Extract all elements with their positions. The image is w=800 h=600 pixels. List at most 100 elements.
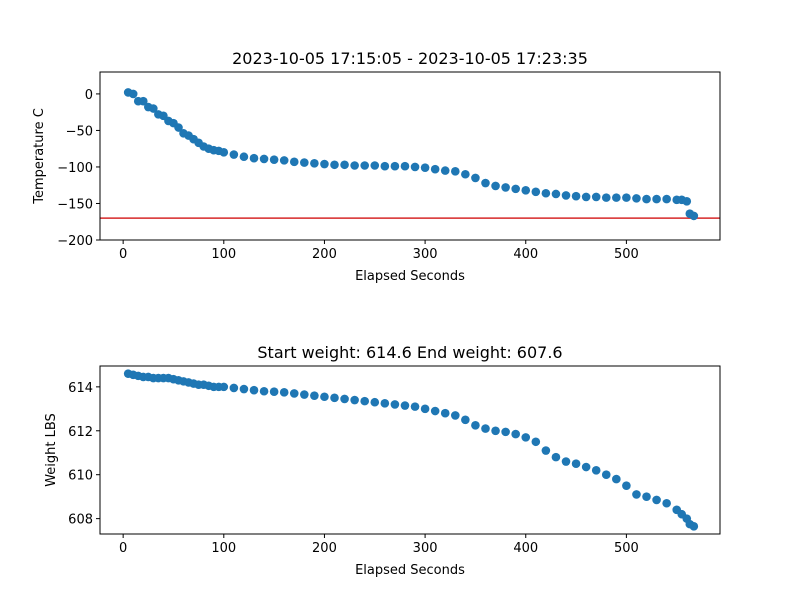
weight-subplot: Start weight: 614.6 End weight: 607.6 0 1… xyxy=(44,343,721,578)
weight-chart-title: Start weight: 614.6 End weight: 607.6 xyxy=(257,343,562,362)
weight-x-tick-label: 100 xyxy=(211,541,236,556)
weight-tick-group: 0 100 200 300 400 500 608 610 612 614 xyxy=(68,381,639,556)
weight-x-axis-label: Elapsed Seconds xyxy=(355,563,465,578)
temperature-data-point xyxy=(461,169,470,179)
weight-data-point xyxy=(652,495,661,505)
weight-y-tick-label: 612 xyxy=(68,425,93,440)
temperature-data-point xyxy=(249,153,259,163)
weight-data-point xyxy=(642,492,651,501)
weight-data-point xyxy=(350,395,359,405)
temperature-data-point xyxy=(340,160,349,170)
temperature-data-point xyxy=(219,148,229,157)
temperature-chart-title: 2023-10-05 17:15:05 - 2023-10-05 17:23:3… xyxy=(232,49,588,68)
temperature-data-point xyxy=(149,104,158,113)
temperature-data-point xyxy=(531,187,541,197)
temperature-data-point xyxy=(501,183,510,192)
weight-data-point xyxy=(219,382,229,392)
temperature-data-point xyxy=(601,193,611,202)
weight-data-point xyxy=(370,397,380,407)
temperature-data-point xyxy=(380,161,390,171)
temperature-points-group xyxy=(123,88,699,221)
temperature-data-point xyxy=(229,150,239,159)
temperature-y-tick-label: −100 xyxy=(57,161,93,176)
temperature-data-point xyxy=(259,154,269,164)
weight-data-point xyxy=(229,383,239,393)
weight-x-tick-label: 300 xyxy=(413,541,438,556)
temperature-data-point xyxy=(174,123,183,132)
weight-data-point xyxy=(561,457,571,466)
weight-y-axis-label: Weight LBS xyxy=(44,413,59,487)
weight-data-point xyxy=(461,415,470,425)
weight-data-point xyxy=(320,392,329,402)
temperature-data-point xyxy=(269,155,279,164)
temperature-data-point xyxy=(279,156,289,165)
temperature-x-axis-label: Elapsed Seconds xyxy=(355,269,465,284)
temperature-data-point xyxy=(491,181,500,191)
weight-data-point xyxy=(430,406,440,416)
weight-data-point xyxy=(360,396,370,406)
temperature-y-tick-label: −150 xyxy=(57,197,93,212)
temperature-data-point xyxy=(561,191,571,200)
weight-data-point xyxy=(289,389,299,398)
weight-data-point xyxy=(330,393,339,403)
temperature-data-point xyxy=(652,194,661,204)
temperature-data-point xyxy=(239,152,249,162)
weight-data-point xyxy=(541,446,551,455)
weight-data-point xyxy=(591,466,601,475)
weight-data-point xyxy=(440,408,450,418)
temperature-data-point xyxy=(289,157,299,167)
weight-data-point xyxy=(400,401,410,410)
weight-data-point xyxy=(612,474,621,484)
weight-data-point xyxy=(481,424,490,433)
weight-data-point xyxy=(269,387,279,396)
weight-data-point xyxy=(471,420,480,430)
temperature-data-point xyxy=(440,166,450,175)
weight-data-point xyxy=(491,426,500,436)
weight-data-point xyxy=(531,437,541,447)
temperature-data-point xyxy=(330,160,339,170)
temperature-data-point xyxy=(370,161,380,170)
temperature-data-point xyxy=(420,163,430,172)
weight-data-point xyxy=(300,390,309,399)
temperature-data-point xyxy=(138,96,148,106)
weight-data-point xyxy=(450,411,460,420)
weight-data-point xyxy=(420,404,430,414)
temperature-data-point xyxy=(662,194,671,204)
weight-x-tick-label: 200 xyxy=(312,541,337,556)
weight-data-point xyxy=(501,427,510,437)
weight-data-point xyxy=(521,433,531,442)
temperature-y-tick-label: −200 xyxy=(57,234,93,249)
temperature-data-point xyxy=(390,161,400,171)
temperature-tick-group: 0 100 200 300 400 500 0 −50 −100 −150 −200 xyxy=(57,88,639,262)
temperature-data-point xyxy=(591,192,601,202)
weight-data-point xyxy=(239,384,249,394)
temperature-data-point xyxy=(541,188,551,198)
temperature-y-tick-label: 0 xyxy=(85,88,93,103)
temperature-data-point xyxy=(471,173,480,183)
weight-data-point xyxy=(259,386,269,396)
temperature-data-point xyxy=(300,158,309,167)
temperature-data-point xyxy=(682,196,692,206)
temperature-data-point xyxy=(689,211,699,221)
temperature-data-point xyxy=(521,186,531,195)
weight-data-point xyxy=(390,400,400,409)
temperature-data-point xyxy=(612,193,621,202)
temperature-data-point xyxy=(511,184,520,194)
temperature-y-axis-label: Temperature C xyxy=(32,108,47,205)
weight-data-point xyxy=(340,394,349,404)
weight-data-point xyxy=(410,402,420,411)
weight-data-point xyxy=(249,385,259,395)
temperature-data-point xyxy=(481,178,490,188)
temperature-x-tick-label: 500 xyxy=(614,247,639,262)
temperature-data-point xyxy=(571,191,581,201)
temperature-x-tick-label: 200 xyxy=(312,247,337,262)
temperature-x-tick-label: 400 xyxy=(513,247,538,262)
temperature-subplot: 2023-10-05 17:15:05 - 2023-10-05 17:23:3… xyxy=(32,49,721,284)
weight-points-group xyxy=(123,369,699,531)
weight-data-point xyxy=(511,429,520,439)
weight-data-point xyxy=(689,522,699,531)
temperature-data-point xyxy=(551,189,561,199)
temperature-data-point xyxy=(430,164,440,174)
temperature-data-point xyxy=(350,161,359,170)
